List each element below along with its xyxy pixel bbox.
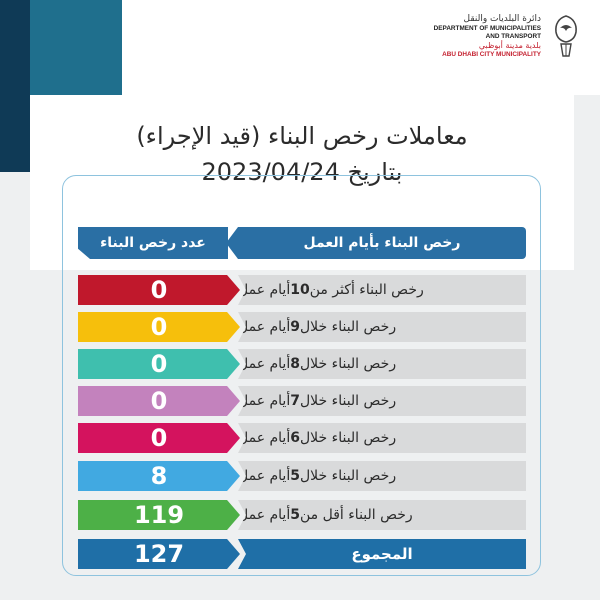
- falcon-seal-icon: [555, 15, 577, 57]
- row-value: 0: [78, 423, 240, 453]
- table-row: 0 رخص البناء أكثر من 10 أيام عمل: [78, 275, 526, 305]
- row-label: رخص البناء خلال 9 أيام عمل: [238, 312, 526, 342]
- page-title: معاملات رخص البناء (قيد الإجراء): [136, 122, 468, 150]
- row-label: رخص البناء خلال 5 أيام عمل: [238, 461, 526, 491]
- table-row: 0 رخص البناء خلال 8 أيام عمل: [78, 349, 526, 379]
- row-label-suffix: أيام عمل: [238, 282, 291, 298]
- header-days: رخص البناء بأيام العمل: [238, 227, 526, 259]
- row-label: رخص البناء خلال 6 أيام عمل: [238, 423, 526, 453]
- row-label-days: 5: [290, 468, 300, 484]
- row-label: رخص البناء أقل من 5 أيام عمل: [238, 500, 526, 530]
- table-row: 119 رخص البناء أقل من 5 أيام عمل: [78, 500, 526, 530]
- logo-arabic-municipality: بلدية مدينة أبوظبي: [478, 41, 541, 50]
- row-value: 119: [78, 500, 240, 530]
- row-label-days: 9: [290, 319, 300, 335]
- logo-english-department: DEPARTMENT OF MUNICIPALITIES AND TRANSPOR…: [433, 25, 541, 40]
- table-row: 0 رخص البناء خلال 6 أيام عمل: [78, 423, 526, 453]
- row-label-prefix: رخص البناء خلال: [299, 468, 397, 484]
- row-label: رخص البناء خلال 7 أيام عمل: [238, 386, 526, 416]
- table-row: 0 رخص البناء خلال 9 أيام عمل: [78, 312, 526, 342]
- row-label-prefix: رخص البناء خلال: [299, 319, 397, 335]
- row-label-suffix: أيام عمل: [238, 507, 291, 523]
- row-label: رخص البناء أكثر من 10 أيام عمل: [238, 275, 526, 305]
- row-label: رخص البناء خلال 8 أيام عمل: [238, 349, 526, 379]
- row-label-prefix: رخص البناء خلال: [299, 430, 397, 446]
- row-label-suffix: أيام عمل: [238, 468, 291, 484]
- row-label-suffix: أيام عمل: [238, 319, 291, 335]
- total-value: 127: [78, 539, 240, 569]
- row-label-prefix: رخص البناء أكثر من: [309, 282, 424, 298]
- row-label-days: 6: [290, 430, 300, 446]
- municipality-logo: دائرة البلديات والنقل DEPARTMENT OF MUNI…: [408, 12, 583, 68]
- header-tab-notch: [226, 227, 238, 259]
- logo-text: دائرة البلديات والنقل DEPARTMENT OF MUNI…: [434, 14, 541, 59]
- row-label-days: 10: [290, 282, 310, 298]
- row-label-suffix: أيام عمل: [238, 393, 291, 409]
- row-label-days: 8: [290, 356, 300, 372]
- header-count: عدد رخص البناء: [78, 227, 228, 259]
- row-value: 8: [78, 461, 240, 491]
- navy-decor-block: [0, 0, 30, 172]
- logo-arabic-department: دائرة البلديات والنقل: [463, 14, 541, 24]
- row-label-prefix: رخص البناء أقل من: [299, 507, 413, 523]
- row-value: 0: [78, 349, 240, 379]
- row-label-suffix: أيام عمل: [238, 430, 291, 446]
- total-row: 127 المجموع: [78, 539, 526, 569]
- row-value: 0: [78, 386, 240, 416]
- row-value: 0: [78, 275, 240, 305]
- table-row: 0 رخص البناء خلال 7 أيام عمل: [78, 386, 526, 416]
- logo-english-municipality: ABU DHABI CITY MUNICIPALITY: [442, 51, 541, 58]
- total-label: المجموع: [238, 539, 526, 569]
- table-row: 8 رخص البناء خلال 5 أيام عمل: [78, 461, 526, 491]
- page-subtitle-date: بتاريخ 2023/04/24: [201, 158, 403, 186]
- row-label-suffix: أيام عمل: [238, 356, 291, 372]
- table-frame: [62, 175, 541, 576]
- row-value: 0: [78, 312, 240, 342]
- row-label-days: 5: [290, 507, 300, 523]
- row-label-prefix: رخص البناء خلال: [299, 393, 397, 409]
- row-label-days: 7: [290, 393, 300, 409]
- row-label-prefix: رخص البناء خلال: [299, 356, 397, 372]
